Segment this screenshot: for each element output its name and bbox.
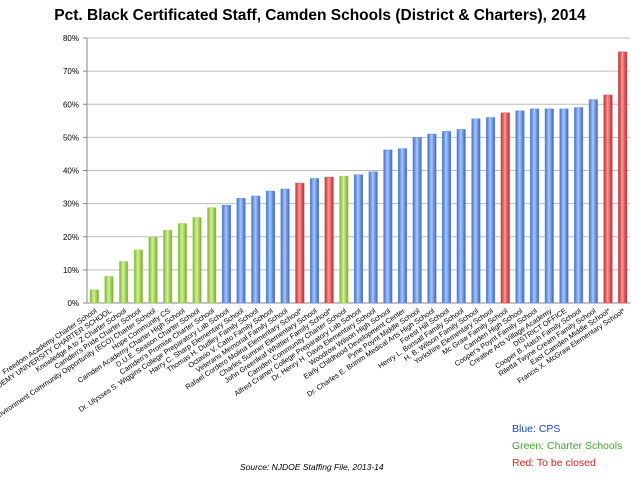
bar-25 <box>442 131 452 304</box>
y-tick-label: 40% <box>63 167 79 176</box>
bar-27 <box>471 118 481 304</box>
bar-2 <box>104 276 114 304</box>
bar-12 <box>251 195 261 304</box>
bar-8 <box>192 217 202 304</box>
x-axis-labels: Freedom Academy Charter SchoolKIPP ACADE… <box>0 306 627 422</box>
bar-28 <box>486 117 496 304</box>
legend-closed: Red: To be closed <box>512 457 596 469</box>
bar-1 <box>89 289 99 304</box>
bar-30 <box>515 110 525 304</box>
y-tick-label: 80% <box>63 34 79 43</box>
bar-15 <box>295 182 305 304</box>
source-note: Source: NJDOE Staffing File, 2013-14 <box>240 462 384 472</box>
bar-3 <box>119 261 129 304</box>
bar-33 <box>559 108 569 304</box>
bar-37 <box>618 51 628 304</box>
bar-21 <box>383 149 393 304</box>
bar-5 <box>148 237 158 304</box>
bar-36 <box>603 94 613 304</box>
y-tick-label: 0% <box>67 299 79 308</box>
y-tick-label: 60% <box>63 100 79 109</box>
y-tick-label: 10% <box>63 266 79 275</box>
bar-26 <box>456 129 466 304</box>
bar-4 <box>133 249 143 304</box>
bar-18 <box>339 175 349 304</box>
bar-35 <box>588 99 598 304</box>
bars <box>89 51 628 304</box>
bar-23 <box>412 137 422 304</box>
bar-24 <box>427 133 437 304</box>
bar-34 <box>574 107 584 304</box>
chart-title: Pct. Black Certificated Staff, Camden Sc… <box>54 7 586 24</box>
y-tick-label: 70% <box>63 67 79 76</box>
bar-11 <box>236 198 246 304</box>
y-tick-label: 20% <box>63 233 79 242</box>
y-tick-label: 50% <box>63 133 79 142</box>
y-tick-label: 30% <box>63 200 79 209</box>
bar-7 <box>177 223 187 304</box>
bar-32 <box>544 108 554 304</box>
bar-6 <box>163 229 173 304</box>
bar-19 <box>353 174 364 304</box>
bar-22 <box>398 148 408 304</box>
legend-cps: Blue: CPS <box>512 423 561 435</box>
bar-31 <box>530 108 540 304</box>
bar-20 <box>368 171 378 304</box>
legend-charter: Green: Charter Schools <box>512 440 623 452</box>
bar-16 <box>309 178 319 304</box>
bar-10 <box>221 205 231 304</box>
bar-17 <box>324 176 334 304</box>
bar-13 <box>265 190 275 304</box>
bar-14 <box>280 188 290 304</box>
bar-29 <box>500 112 510 304</box>
bar-9 <box>207 207 217 304</box>
